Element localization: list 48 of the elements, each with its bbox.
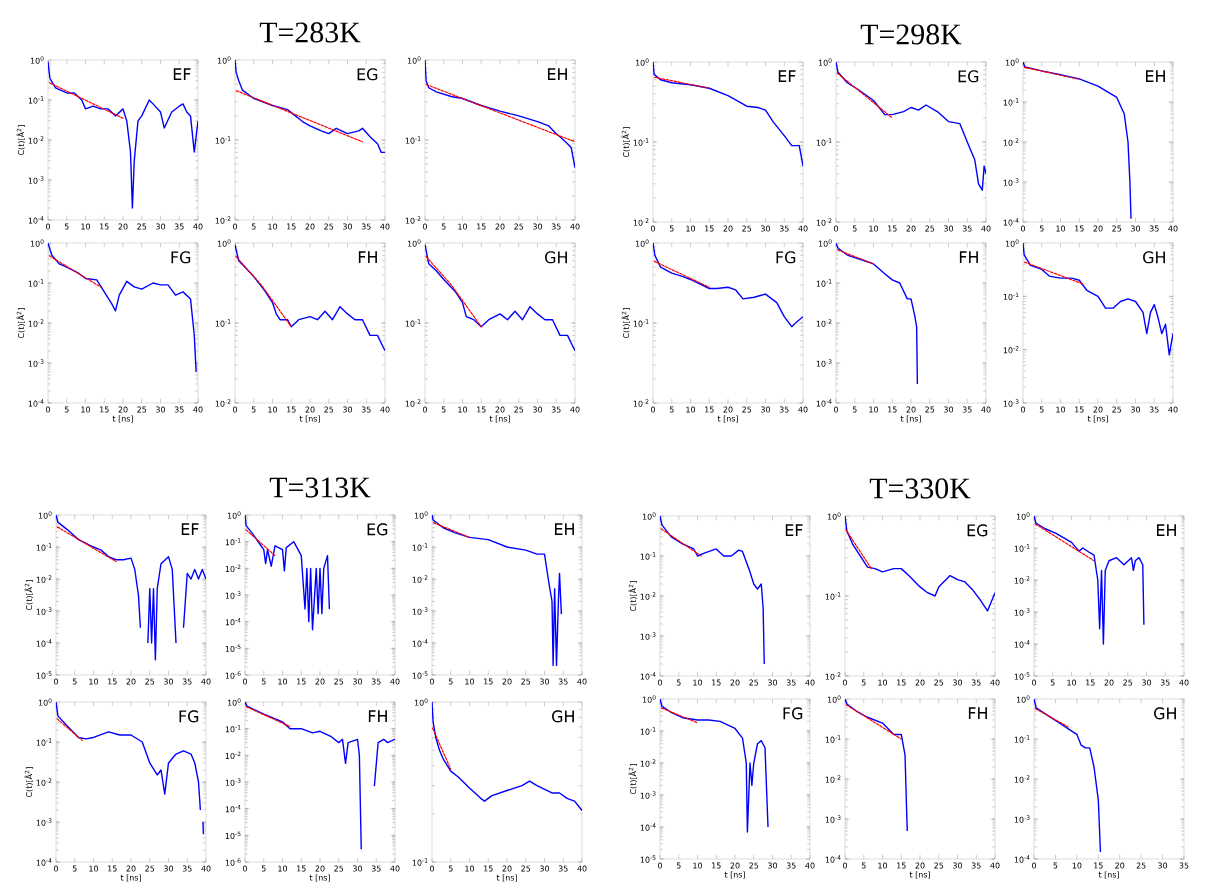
line-series (653, 243, 804, 328)
line-series (48, 61, 198, 209)
line-series (836, 243, 919, 385)
line-series (425, 60, 576, 169)
chart-title: T=283K (259, 22, 361, 43)
annotation: EG (958, 70, 979, 83)
line-series (1034, 699, 1102, 853)
line-series (1023, 243, 1174, 356)
annotation: FH (968, 707, 987, 719)
line-series (836, 62, 987, 191)
annotation: EH (1157, 524, 1176, 536)
annotation: FH (358, 251, 377, 263)
line-series (1034, 516, 1145, 645)
annotation: EF (778, 70, 796, 82)
annotation: EH (1146, 70, 1165, 82)
annotation: FG (776, 251, 796, 264)
line-series (48, 243, 197, 373)
annotation: GH (1143, 251, 1165, 264)
chart-title: T=298K (860, 24, 962, 45)
annotation: EG (357, 68, 378, 81)
annotation: EF (785, 524, 803, 536)
annotation: FH (368, 710, 387, 722)
annotation: GH (552, 710, 574, 723)
annotation: FG (783, 707, 803, 720)
chart-title: T=313K (269, 477, 371, 498)
annotation: FH (959, 251, 978, 263)
annotation: EG (367, 523, 388, 536)
line-series (1023, 62, 1132, 220)
annotation: GH (1154, 707, 1176, 720)
annotation: EH (547, 68, 567, 80)
line-series (660, 699, 769, 833)
annotation: EF (181, 523, 199, 535)
line-series (432, 702, 583, 812)
annotation: EG (967, 524, 988, 537)
annotation: GH (545, 251, 567, 264)
line-series (235, 60, 385, 154)
line-series (845, 699, 908, 832)
line-series (653, 62, 804, 167)
chart-title: T=330K (869, 478, 971, 499)
annotation: FG (171, 251, 191, 264)
line-series (660, 516, 765, 665)
annotation: EH (554, 523, 574, 535)
line-series (235, 244, 385, 352)
annotation: FG (179, 710, 199, 723)
annotation: EF (173, 68, 191, 80)
line-series (245, 515, 331, 631)
line-series (425, 244, 576, 352)
line-series (845, 516, 996, 612)
